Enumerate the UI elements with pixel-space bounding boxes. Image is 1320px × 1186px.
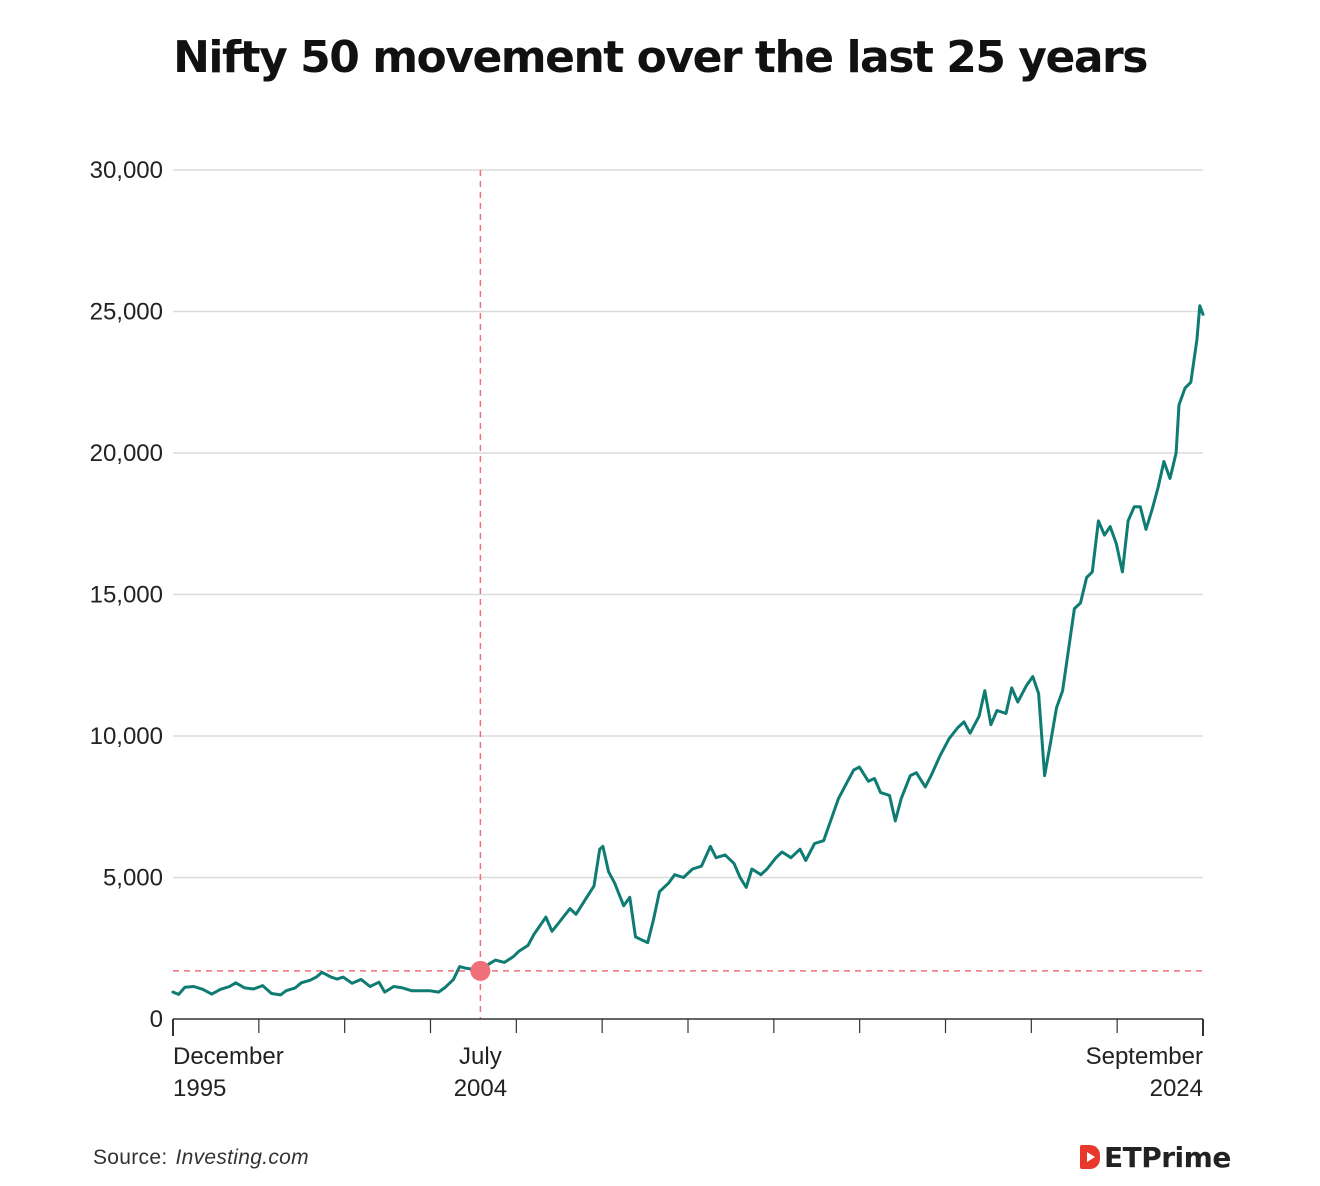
x-tick-label-line1: July: [459, 1043, 502, 1070]
highlight-point: [470, 960, 491, 981]
source-note: Source: Investing.com: [93, 1146, 309, 1170]
y-tick-label: 5,000: [103, 865, 163, 892]
y-tick-label: 0: [150, 1006, 163, 1033]
gridlines: [173, 169, 1203, 879]
reference-lines: [173, 170, 1203, 1019]
source-site: Investing.com: [175, 1146, 309, 1169]
x-tick-label-line2: 1995: [173, 1075, 226, 1102]
y-axis-tick-labels: 0 5,000 10,000 15,000 20,000 25,000 30,000: [90, 157, 163, 1033]
source-label: Source:: [93, 1146, 168, 1169]
y-tick-label: 25,000: [90, 299, 163, 326]
chart-title: Nifty 50 movement over the last 25 years: [173, 32, 1148, 83]
x-axis-labels: December 1995 July 2004 September 2024: [173, 1043, 1203, 1102]
y-tick-label: 10,000: [90, 723, 163, 750]
x-tick-label-line2: 2004: [454, 1075, 507, 1102]
y-tick-label: 30,000: [90, 157, 163, 184]
brand-logo: ETPrime: [1080, 1140, 1231, 1174]
x-tick-label-line1: September: [1086, 1043, 1203, 1070]
y-tick-label: 15,000: [90, 582, 163, 609]
x-tick-label-line2: 2024: [1150, 1075, 1203, 1102]
y-tick-label: 20,000: [90, 440, 163, 467]
series-line-nifty-50: [171, 304, 1205, 997]
x-tick-label-line1: December: [173, 1043, 284, 1070]
series-layer: [171, 304, 1205, 997]
brand-name: ETPrime: [1104, 1140, 1231, 1174]
x-axis: [172, 1018, 1204, 1036]
play-icon: [1080, 1145, 1100, 1169]
